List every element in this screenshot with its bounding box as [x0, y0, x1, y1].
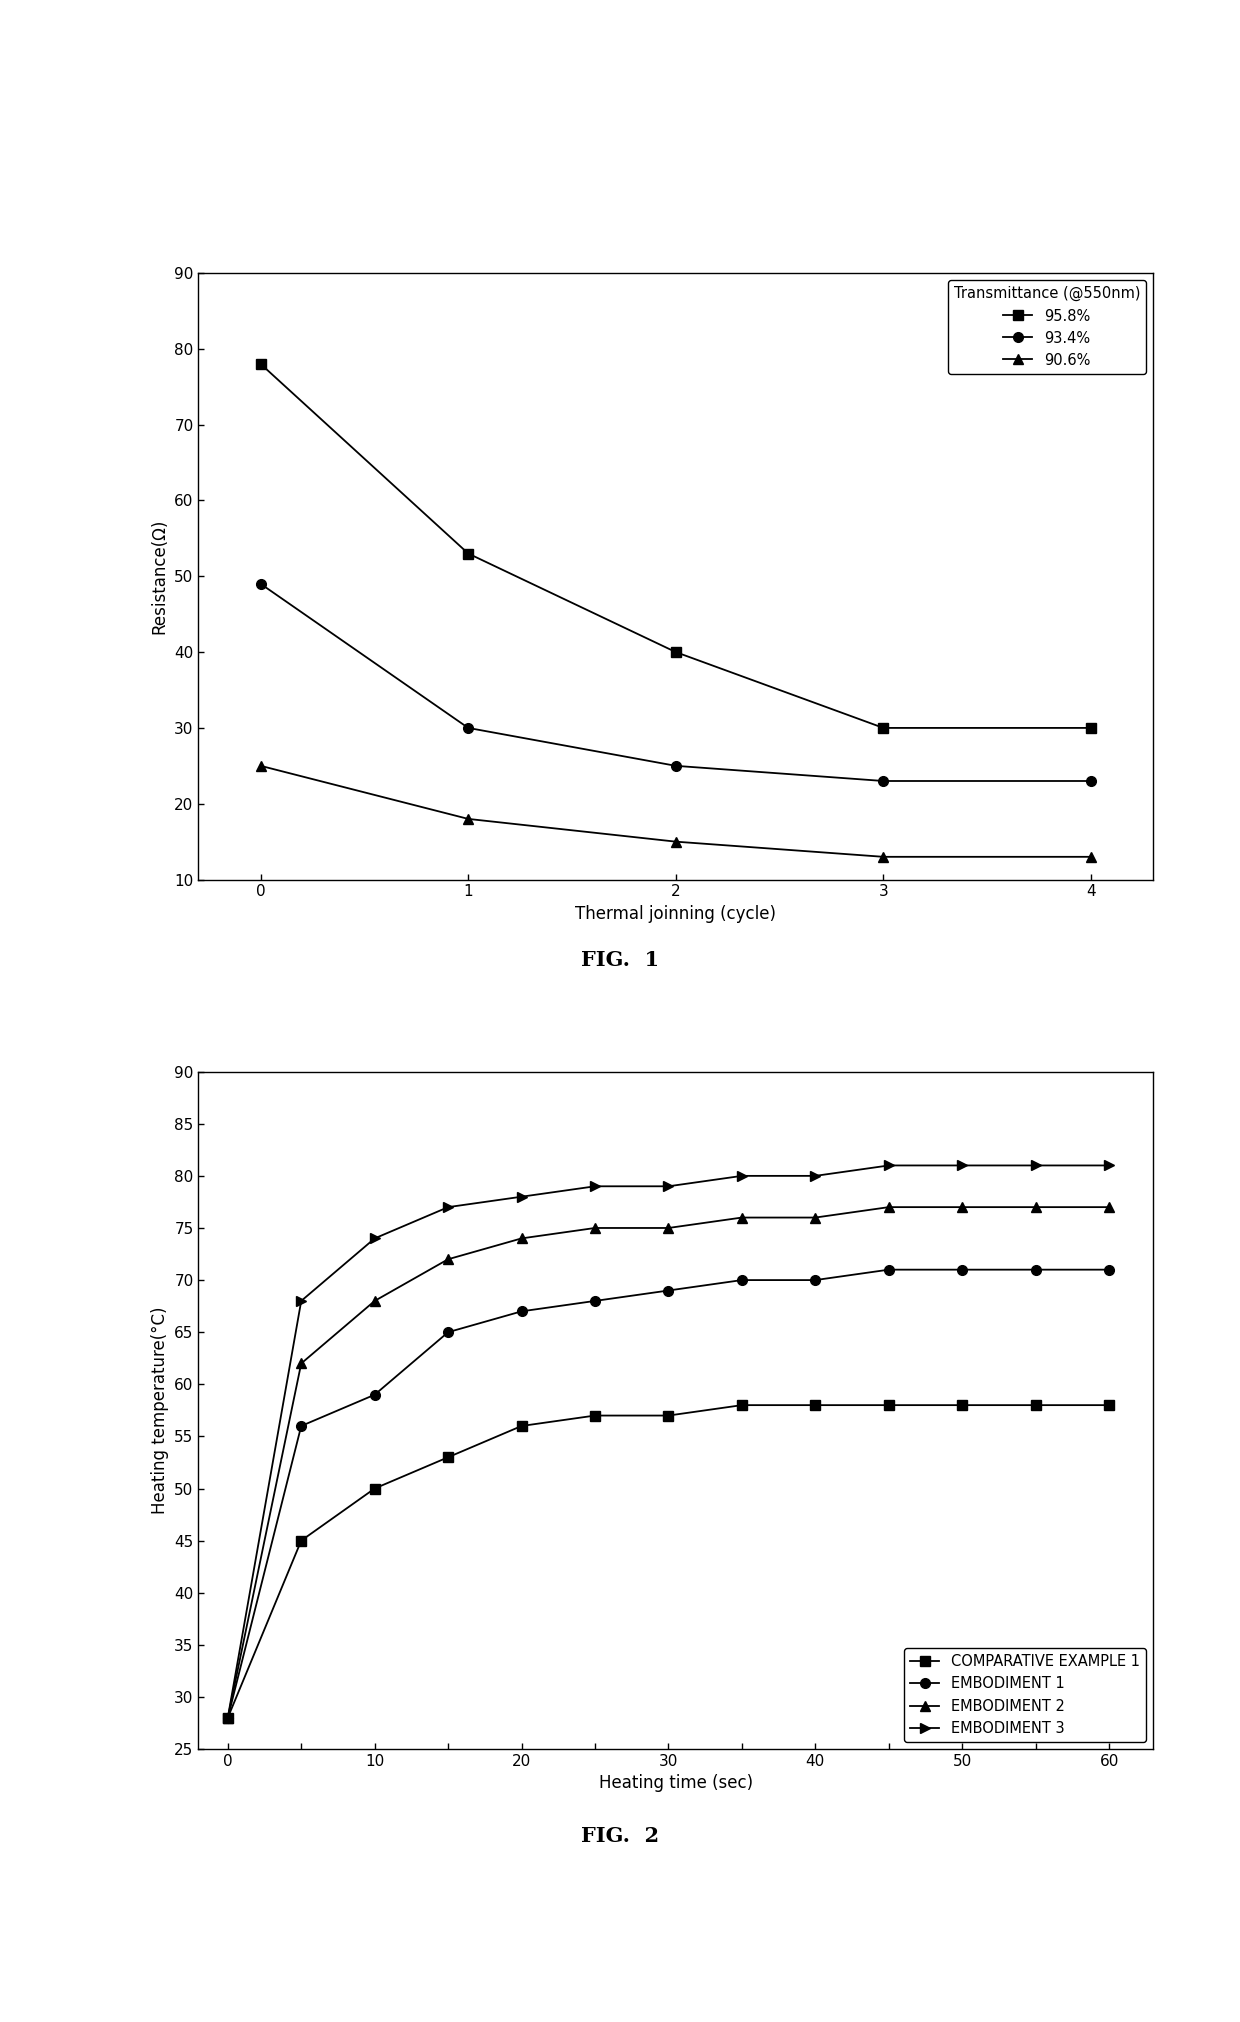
X-axis label: Heating time (sec): Heating time (sec): [599, 1775, 753, 1791]
Legend: COMPARATIVE EXAMPLE 1, EMBODIMENT 1, EMBODIMENT 2, EMBODIMENT 3: COMPARATIVE EXAMPLE 1, EMBODIMENT 1, EMB…: [904, 1648, 1146, 1741]
Legend: 95.8%, 93.4%, 90.6%: 95.8%, 93.4%, 90.6%: [947, 281, 1146, 374]
Text: FIG.  2: FIG. 2: [580, 1826, 660, 1846]
X-axis label: Thermal joinning (cycle): Thermal joinning (cycle): [575, 906, 776, 922]
Y-axis label: Resistance(Ω): Resistance(Ω): [150, 518, 169, 635]
Text: FIG.  1: FIG. 1: [580, 950, 660, 971]
Y-axis label: Heating temperature(°C): Heating temperature(°C): [150, 1306, 169, 1514]
